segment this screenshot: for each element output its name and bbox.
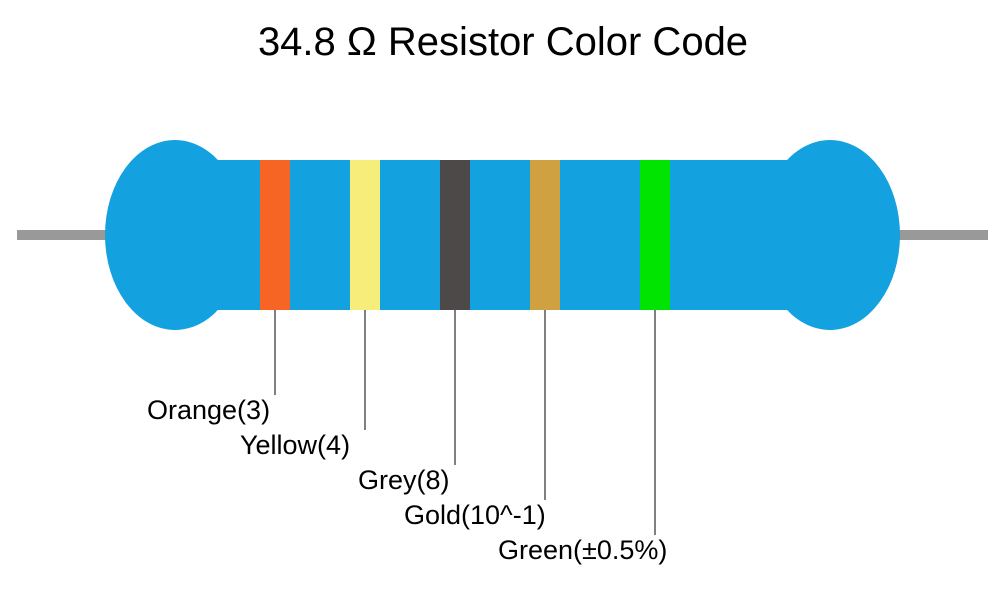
color-band-1 xyxy=(350,160,380,310)
color-band-3 xyxy=(530,160,560,310)
color-band-0 xyxy=(260,160,290,310)
band-label-3: Gold(10^-1) xyxy=(404,500,546,531)
color-band-4 xyxy=(640,160,670,310)
color-band-2 xyxy=(440,160,470,310)
band-label-0: Orange(3) xyxy=(147,395,270,426)
band-label-1: Yellow(4) xyxy=(240,430,350,461)
diagram-title: 34.8 Ω Resistor Color Code xyxy=(0,20,1006,65)
band-label-2: Grey(8) xyxy=(358,465,450,496)
band-label-4: Green(±0.5%) xyxy=(498,535,667,566)
